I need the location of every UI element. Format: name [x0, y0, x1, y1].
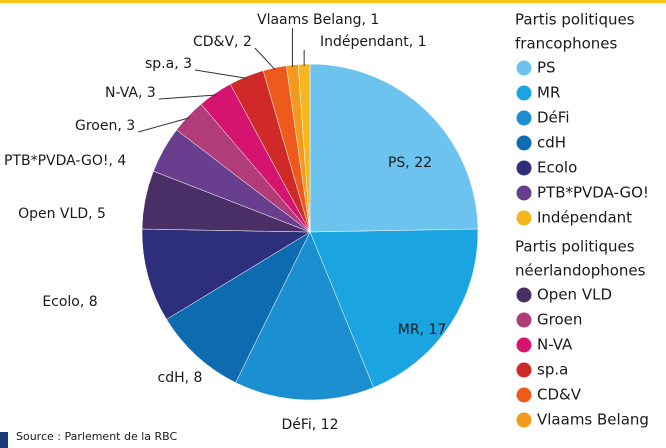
slice [235, 231, 374, 401]
leader-line [158, 94, 217, 100]
slice-label: PS, 22 [388, 155, 432, 171]
slice-label: Indépendant, 1 [320, 34, 427, 50]
legend-swatch [516, 60, 532, 76]
legend-label: cdH [537, 134, 566, 152]
slice-label: DéFi, 12 [281, 417, 338, 433]
legend-swatch [516, 387, 532, 403]
corner-mark [0, 432, 8, 448]
legend-swatch [516, 110, 532, 126]
legend-swatch [516, 362, 532, 378]
legend-swatch [516, 337, 532, 353]
legend-swatch [516, 210, 532, 226]
legend-swatch [516, 85, 532, 101]
slice-label: MR, 17 [398, 322, 447, 338]
legend-label: N-VA [537, 336, 573, 354]
legend-title: Partis politiques [515, 11, 635, 29]
legend-title: Partis politiques [515, 238, 635, 256]
leader-line [138, 117, 190, 133]
slice-label: Vlaams Belang, 1 [257, 12, 379, 28]
legend-swatch [516, 412, 532, 428]
slice-label: Open VLD, 5 [18, 206, 106, 222]
legend-title: néerlandophones [515, 262, 646, 280]
legend-label: CD&V [537, 386, 582, 404]
slice-label: N-VA, 3 [105, 85, 156, 101]
legend-label: Open VLD [537, 286, 612, 304]
legend-swatch [516, 287, 532, 303]
slice-label: sp.a, 3 [145, 56, 192, 72]
legend-label: PS [537, 59, 556, 77]
slice [141, 228, 311, 320]
legend-label: Groen [537, 311, 582, 329]
source: Source : Parlement de la RBC [16, 430, 178, 443]
slice [166, 231, 311, 383]
slice-label: Groen, 3 [75, 118, 135, 134]
legend-label: Vlaams Belang [537, 411, 649, 429]
legend-swatch [516, 185, 532, 201]
legend-label: DéFi [537, 109, 569, 127]
slice [309, 228, 479, 388]
slice-label: cdH, 8 [158, 370, 203, 386]
legend-swatch [516, 312, 532, 328]
legend-swatch [516, 135, 532, 151]
legend-title: francophones [515, 35, 618, 53]
legend-label: MR [537, 84, 560, 102]
leader-line [254, 47, 276, 71]
legend-label: PTB*PVDA-GO! [537, 184, 649, 202]
slice-label: PTB*PVDA-GO!, 4 [4, 153, 126, 169]
slice [309, 63, 479, 233]
slice-label: CD&V, 2 [193, 34, 252, 50]
top-rule [0, 0, 666, 3]
legend-swatch [516, 160, 532, 176]
legend-label: sp.a [537, 361, 568, 379]
legend-label: Ecolo [537, 159, 577, 177]
leader-line [194, 69, 248, 79]
slice-label: Ecolo, 8 [42, 294, 97, 310]
legend-label: Indépendant [537, 209, 632, 227]
